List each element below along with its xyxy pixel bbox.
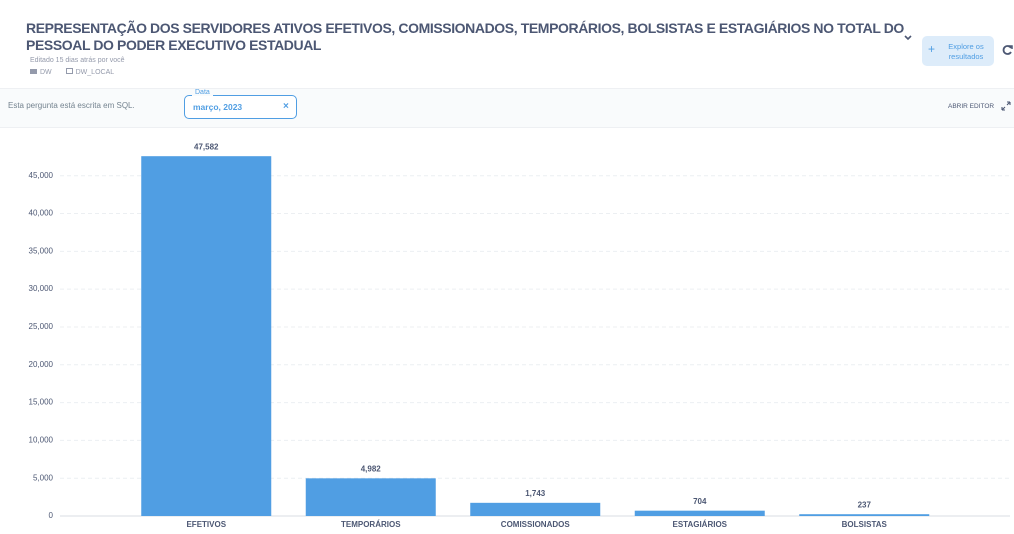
value-label: 237 bbox=[858, 500, 872, 509]
y-tick-label: 40,000 bbox=[29, 209, 54, 218]
date-filter[interactable] bbox=[184, 95, 297, 119]
y-tick-label: 25,000 bbox=[29, 322, 54, 331]
bar bbox=[634, 510, 765, 516]
y-tick-label: 45,000 bbox=[29, 171, 54, 180]
y-tick-label: 10,000 bbox=[29, 435, 54, 444]
plus-icon: + bbox=[928, 42, 936, 56]
clear-filter[interactable]: × bbox=[283, 101, 289, 112]
y-tick-label: 5,000 bbox=[33, 473, 54, 482]
x-tick-label: ESTAGIÁRIOS bbox=[672, 520, 727, 529]
y-tick-label: 15,000 bbox=[29, 398, 54, 407]
y-tick-label: 35,000 bbox=[29, 246, 54, 255]
value-label: 704 bbox=[693, 497, 707, 506]
bar bbox=[470, 502, 601, 516]
value-label: 47,582 bbox=[194, 142, 219, 151]
explore-label[interactable]: Explore os resultados bbox=[948, 42, 984, 61]
y-tick-label: 0 bbox=[49, 511, 54, 520]
x-tick-label: BOLSISTAS bbox=[842, 520, 888, 529]
explore-button[interactable] bbox=[922, 36, 994, 66]
bar bbox=[799, 514, 930, 516]
filter-value[interactable]: março, 2023 bbox=[193, 102, 243, 112]
breadcrumbs: DW DW_LOCAL bbox=[30, 68, 114, 76]
bar bbox=[305, 478, 436, 516]
expand-icon[interactable] bbox=[1000, 100, 1012, 112]
sql-note: Esta pergunta está escrita em SQL. bbox=[8, 101, 135, 110]
edited-note: Editado 15 dias atrás por você bbox=[30, 57, 125, 64]
open-editor[interactable]: ABRIR EDITOR bbox=[948, 103, 995, 110]
value-label: 1,743 bbox=[525, 489, 546, 498]
toolbar bbox=[0, 88, 1014, 128]
x-tick-label: EFETIVOS bbox=[186, 520, 226, 529]
database[interactable]: DW_LOCAL bbox=[75, 69, 115, 76]
chevron[interactable] bbox=[903, 34, 913, 42]
refresh-icon[interactable] bbox=[1002, 44, 1014, 56]
y-tick-label: 20,000 bbox=[29, 360, 54, 369]
bar bbox=[141, 156, 272, 516]
value-label: 4,982 bbox=[361, 464, 382, 473]
collection[interactable]: DW bbox=[40, 69, 52, 76]
x-tick-label: COMISSIONADOS bbox=[501, 520, 571, 529]
question-title: REPRESENTAÇÃO DOS SERVIDORES ATIVOS EFET… bbox=[26, 20, 904, 53]
filter-label: Data bbox=[192, 89, 213, 96]
x-tick-label: TEMPORÁRIOS bbox=[341, 520, 401, 529]
y-tick-label: 30,000 bbox=[29, 284, 54, 293]
